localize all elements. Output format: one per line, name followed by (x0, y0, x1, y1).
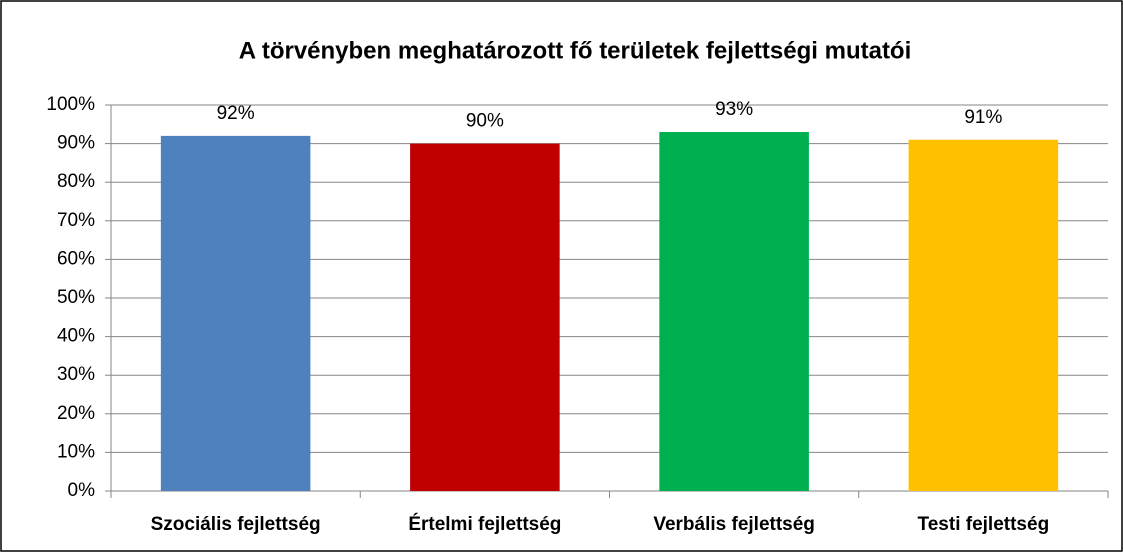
x-tick-label: Testi fejlettség (918, 514, 1050, 535)
y-tick-label: 0% (68, 480, 96, 501)
data-label: 92% (217, 103, 255, 124)
y-tick-label: 50% (57, 287, 95, 308)
y-tick-label: 80% (57, 171, 95, 192)
x-tick-label: Értelmi fejlettség (408, 513, 561, 535)
bar (659, 132, 809, 491)
y-tick-label: 30% (57, 364, 95, 385)
data-label: 93% (715, 99, 753, 120)
bar (160, 135, 311, 491)
y-tick-label: 100% (46, 94, 95, 115)
chart-title: A törvényben meghatározott fő területek … (239, 37, 912, 64)
y-tick-label: 40% (57, 326, 95, 347)
y-tick-label: 10% (57, 441, 95, 462)
data-label: 91% (964, 107, 1002, 128)
bar (908, 139, 1059, 492)
bar (410, 143, 560, 491)
x-tick-label: Szociális fejlettség (151, 514, 321, 535)
data-label: 90% (466, 111, 504, 132)
y-tick-label: 20% (57, 403, 95, 424)
y-tick-label: 90% (57, 133, 95, 154)
x-tick-label: Verbális fejlettség (653, 514, 815, 535)
y-tick-label: 60% (57, 248, 95, 269)
y-tick-label: 70% (57, 210, 95, 231)
